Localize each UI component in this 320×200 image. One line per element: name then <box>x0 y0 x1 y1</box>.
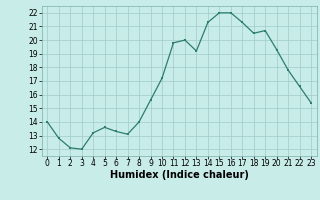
X-axis label: Humidex (Indice chaleur): Humidex (Indice chaleur) <box>110 170 249 180</box>
